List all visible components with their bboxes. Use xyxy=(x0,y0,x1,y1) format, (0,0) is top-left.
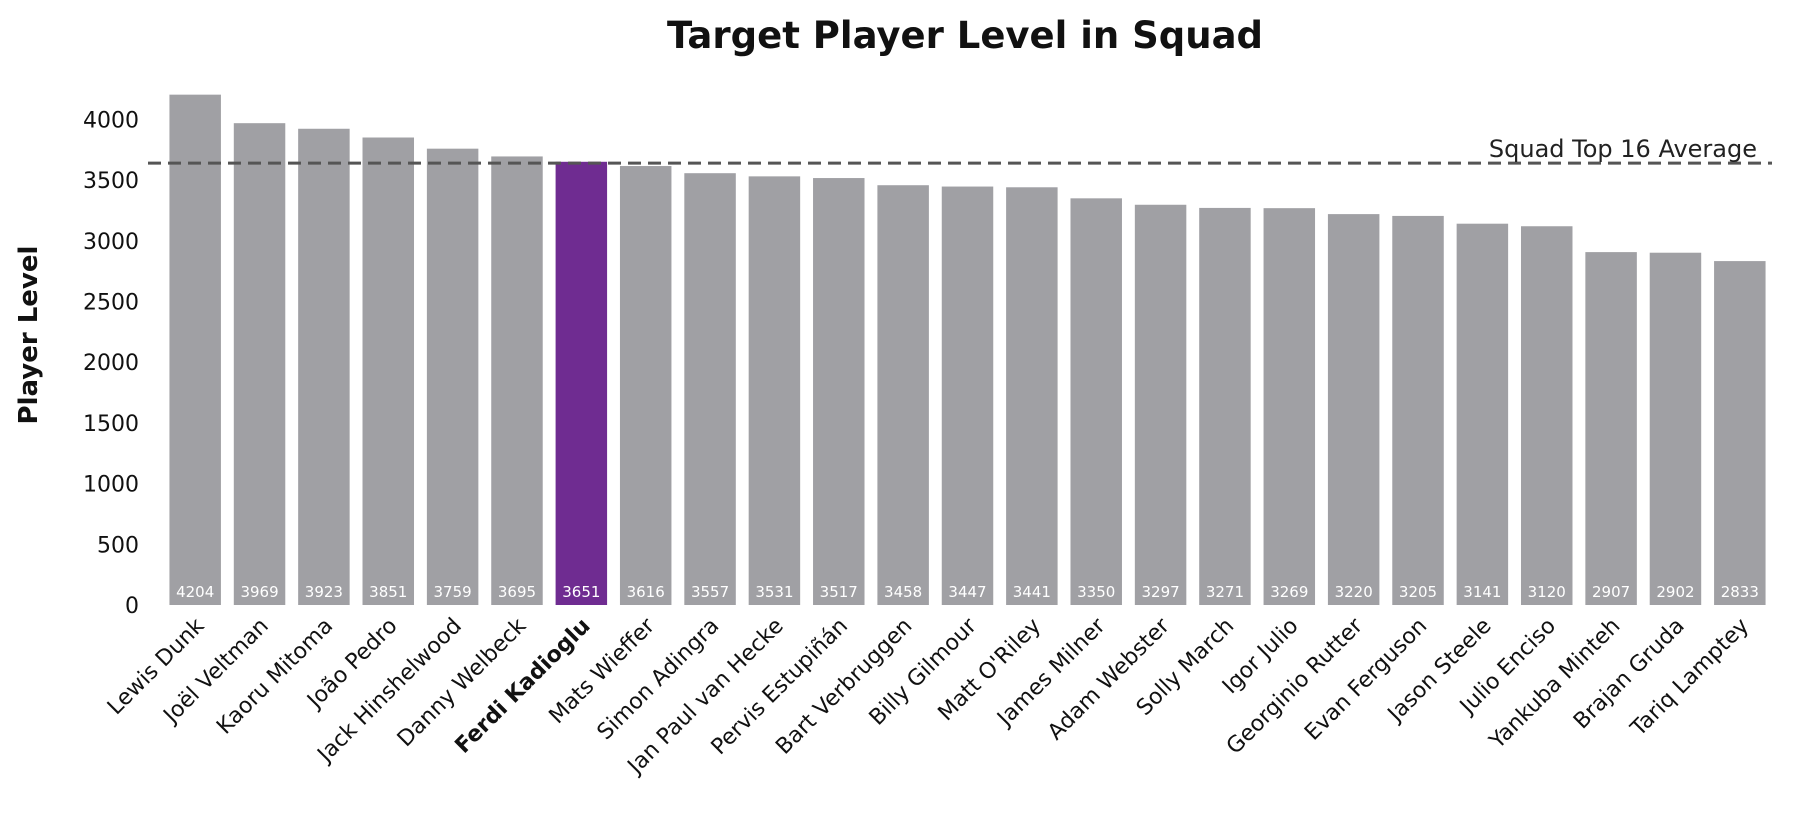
y-tick-label: 0 xyxy=(125,594,139,619)
bar-value-label: 2833 xyxy=(1721,583,1759,601)
bar-value-label: 3695 xyxy=(498,583,536,601)
bar xyxy=(233,123,286,606)
bar-value-label: 3851 xyxy=(369,583,407,601)
y-tick-label: 3500 xyxy=(83,169,139,194)
y-tick-label: 2000 xyxy=(83,351,139,376)
bar-series xyxy=(169,94,1766,606)
bar xyxy=(748,176,801,605)
bar-value-label: 3531 xyxy=(755,583,793,601)
y-axis-ticks: 0 500 1000 1500 2000 2500 3000 3500 4000 xyxy=(83,108,139,619)
y-tick-label: 1000 xyxy=(83,473,139,498)
bar-value-label: 3350 xyxy=(1077,583,1115,601)
bar xyxy=(1392,215,1444,605)
y-tick-label: 3000 xyxy=(83,230,139,255)
data-labels: 4204 3969 3923 3851 3759 3695 3651 3616 3557 3531… xyxy=(176,583,1759,601)
squad-average-label: Squad Top 16 Average xyxy=(1489,135,1757,163)
bar-value-label: 3616 xyxy=(627,583,665,601)
bar-value-label: 3269 xyxy=(1270,583,1308,601)
bar xyxy=(555,161,608,605)
bar xyxy=(1134,204,1187,606)
bar-value-label: 3651 xyxy=(562,583,600,601)
bar-value-label: 2902 xyxy=(1656,583,1694,601)
bar-value-label: 3141 xyxy=(1463,583,1501,601)
x-tick-label: James Milner xyxy=(992,613,1112,733)
bar xyxy=(491,156,543,605)
y-tick-label: 4000 xyxy=(83,108,139,133)
bar xyxy=(1070,198,1122,606)
bar xyxy=(813,178,865,605)
reference-line-group: Squad Top 16 Average xyxy=(148,135,1772,165)
bar xyxy=(684,173,736,605)
bar-value-label: 3759 xyxy=(434,583,472,601)
bar xyxy=(169,94,221,605)
y-tick-label: 500 xyxy=(97,533,139,558)
bar-value-label: 3969 xyxy=(240,583,278,601)
bar xyxy=(877,185,929,605)
bar-value-label: 3205 xyxy=(1399,583,1437,601)
bar xyxy=(1263,208,1316,605)
chart-title: Target Player Level in Squad xyxy=(667,14,1263,57)
bar-value-label: 3220 xyxy=(1335,583,1373,601)
bar-value-label: 3923 xyxy=(305,583,343,601)
bar xyxy=(1585,252,1637,606)
bar-value-label: 3297 xyxy=(1141,583,1179,601)
bar xyxy=(1714,261,1766,605)
bar xyxy=(1456,223,1509,605)
bar-value-label: 2907 xyxy=(1592,583,1630,601)
bar xyxy=(1327,214,1380,605)
x-tick-label: Tariq Lamptey xyxy=(1626,614,1754,742)
bar-value-label: 3447 xyxy=(948,583,986,601)
bar-value-label: 3441 xyxy=(1013,583,1051,601)
bar xyxy=(619,166,672,605)
x-tick-label: Brajan Gruda xyxy=(1569,614,1690,735)
bar xyxy=(1199,207,1251,605)
bar-value-label: 3458 xyxy=(884,583,922,601)
bar-value-label: 3271 xyxy=(1206,583,1244,601)
bar-value-label: 3557 xyxy=(691,583,729,601)
bar-value-label: 3120 xyxy=(1528,583,1566,601)
y-tick-label: 1500 xyxy=(83,412,139,437)
bar xyxy=(1006,187,1058,605)
bar-value-label: 4204 xyxy=(176,583,214,601)
bar xyxy=(298,128,350,605)
bar xyxy=(426,148,479,606)
x-tick-label: Kaoru Mitoma xyxy=(212,614,338,740)
y-axis-label: Player Level xyxy=(14,246,44,425)
y-tick-label: 2500 xyxy=(83,291,139,316)
bar xyxy=(941,186,994,605)
bar xyxy=(362,137,415,605)
bar xyxy=(1520,226,1573,605)
bar xyxy=(1649,252,1702,605)
bar-value-label: 3517 xyxy=(820,583,858,601)
